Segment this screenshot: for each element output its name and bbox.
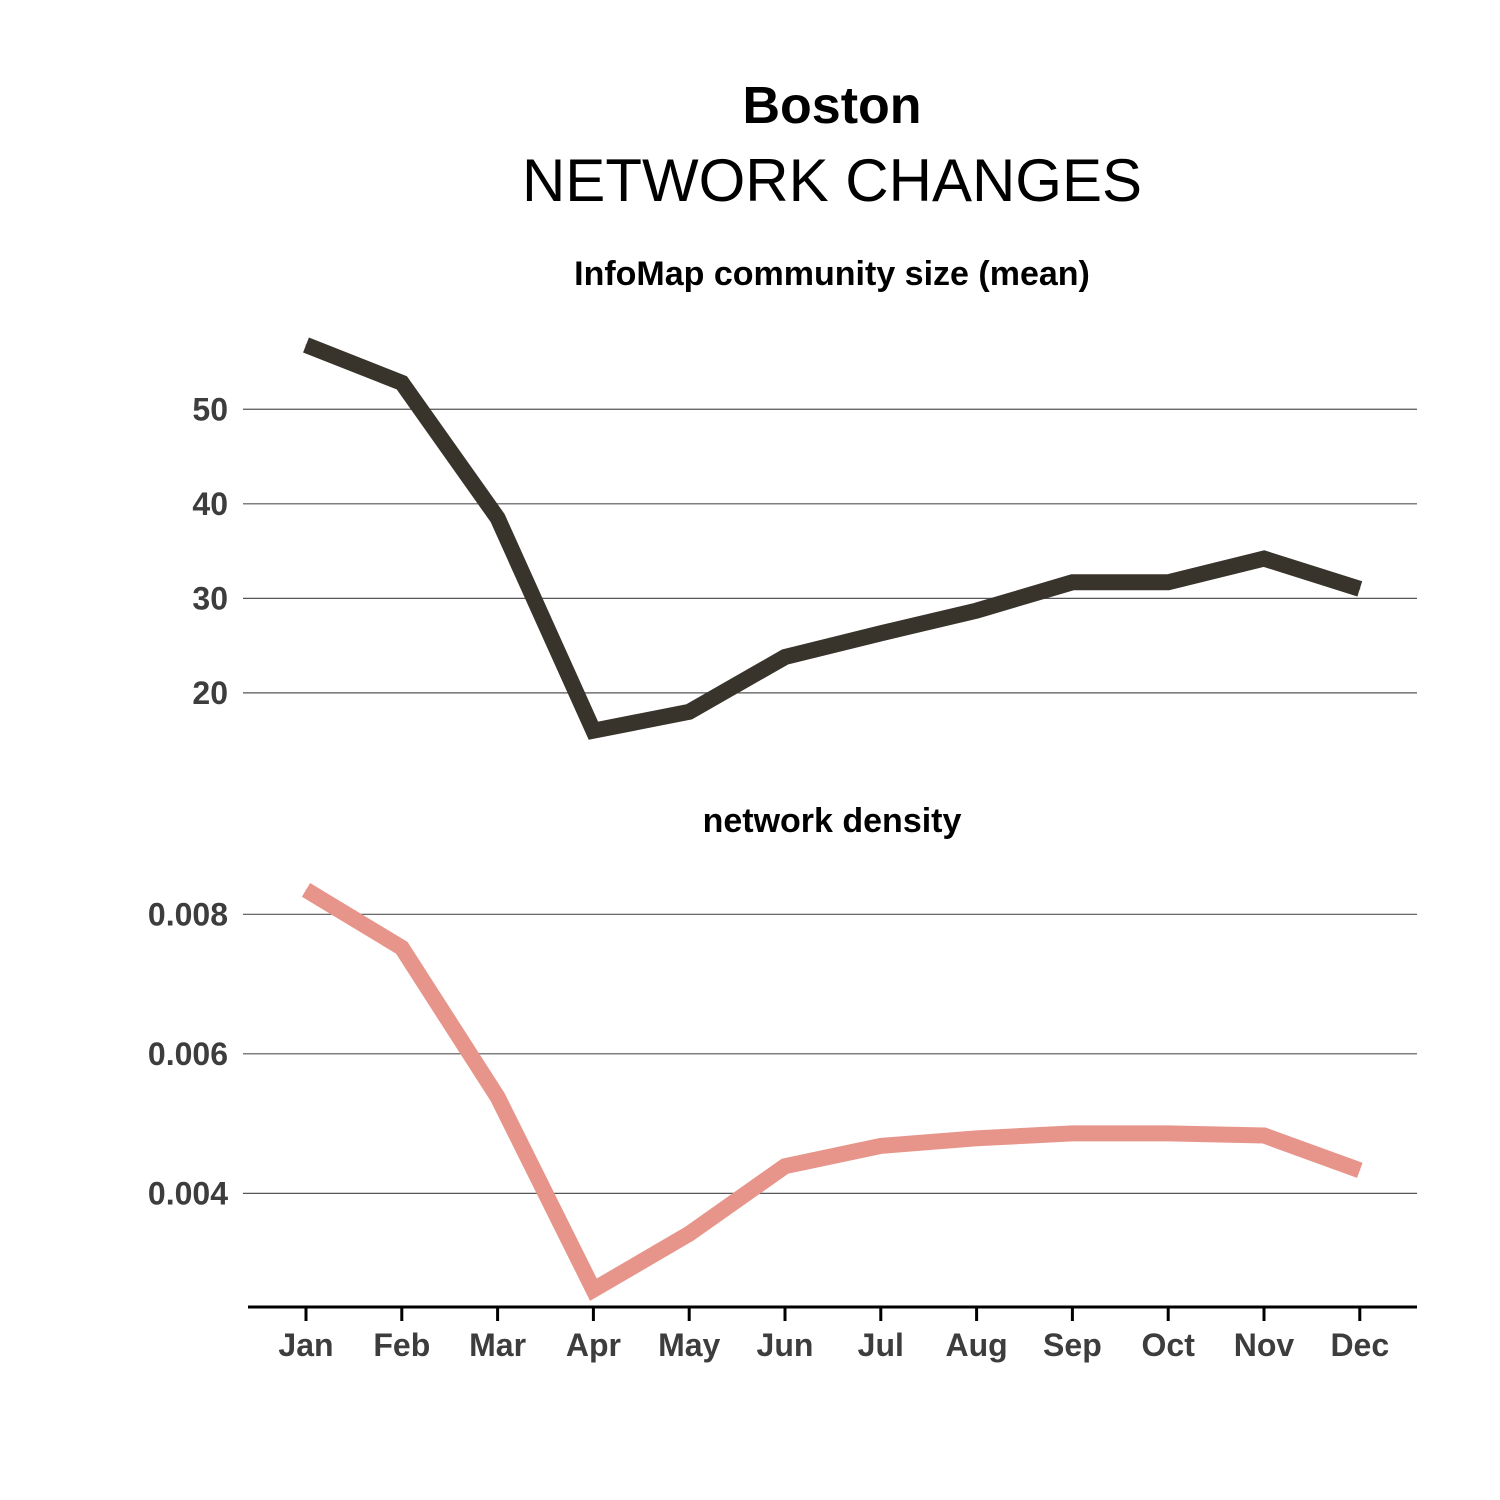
series-line [301, 883, 1363, 1301]
data-point [1359, 588, 1361, 590]
data-point [1359, 1169, 1361, 1171]
x-tick-label: Apr [566, 1327, 621, 1363]
data-point [976, 610, 978, 612]
data-point [688, 711, 690, 713]
y-tick-label: 0.006 [148, 1036, 228, 1072]
data-point [1263, 558, 1265, 560]
y-tick-label: 0.004 [148, 1175, 228, 1211]
data-point [784, 1165, 786, 1167]
x-tick-label: Nov [1234, 1327, 1295, 1363]
data-point [1167, 1132, 1169, 1134]
x-tick-label: Jan [278, 1327, 333, 1363]
data-point [880, 1145, 882, 1147]
panels: InfoMap community size (mean) 20 30 40 50 net… [148, 255, 1417, 1301]
x-tick-label: Jul [858, 1327, 904, 1363]
data-point [592, 730, 594, 732]
data-point [592, 1289, 594, 1291]
x-tick-label: Mar [469, 1327, 526, 1363]
data-point [401, 947, 403, 949]
x-tick-label: Sep [1043, 1327, 1102, 1363]
data-point [305, 344, 307, 346]
data-point [497, 1096, 499, 1098]
y-tick-label: 30 [192, 580, 228, 616]
x-tick-label: Feb [373, 1327, 430, 1363]
x-tick-label: Dec [1330, 1327, 1389, 1363]
data-point [784, 656, 786, 658]
y-tick-label: 20 [192, 675, 228, 711]
y-tick-label: 40 [192, 486, 228, 522]
data-point [1071, 1132, 1073, 1134]
x-tick-label: May [658, 1327, 720, 1363]
data-point [305, 889, 307, 891]
x-tick-label: Aug [945, 1327, 1007, 1363]
data-point [401, 382, 403, 384]
panel-1: InfoMap community size (mean) 20 30 40 50 [192, 255, 1417, 740]
data-point [976, 1137, 978, 1139]
y-tick-label: 50 [192, 391, 228, 427]
data-point [1263, 1135, 1265, 1136]
panel-title: InfoMap community size (mean) [574, 255, 1090, 293]
data-point [497, 517, 499, 519]
data-point [688, 1233, 690, 1235]
x-tick-label: Oct [1142, 1327, 1196, 1363]
series-line [303, 337, 1363, 740]
y-tick-label: 0.008 [148, 896, 228, 932]
chart-subtitle: NETWORK CHANGES [522, 147, 1142, 214]
data-point [880, 632, 882, 634]
chart-title: Boston [742, 77, 921, 135]
data-point [1071, 581, 1073, 583]
panel-2: network density 0.004 0.006 0.008 [148, 802, 1417, 1301]
panel-title: network density [703, 802, 962, 840]
x-tick-label: Jun [757, 1327, 814, 1363]
data-point [1167, 581, 1169, 583]
x-axis: Jan Feb Mar Apr May Jun Jul Aug Sep Oct Nov Dec [248, 1305, 1417, 1363]
